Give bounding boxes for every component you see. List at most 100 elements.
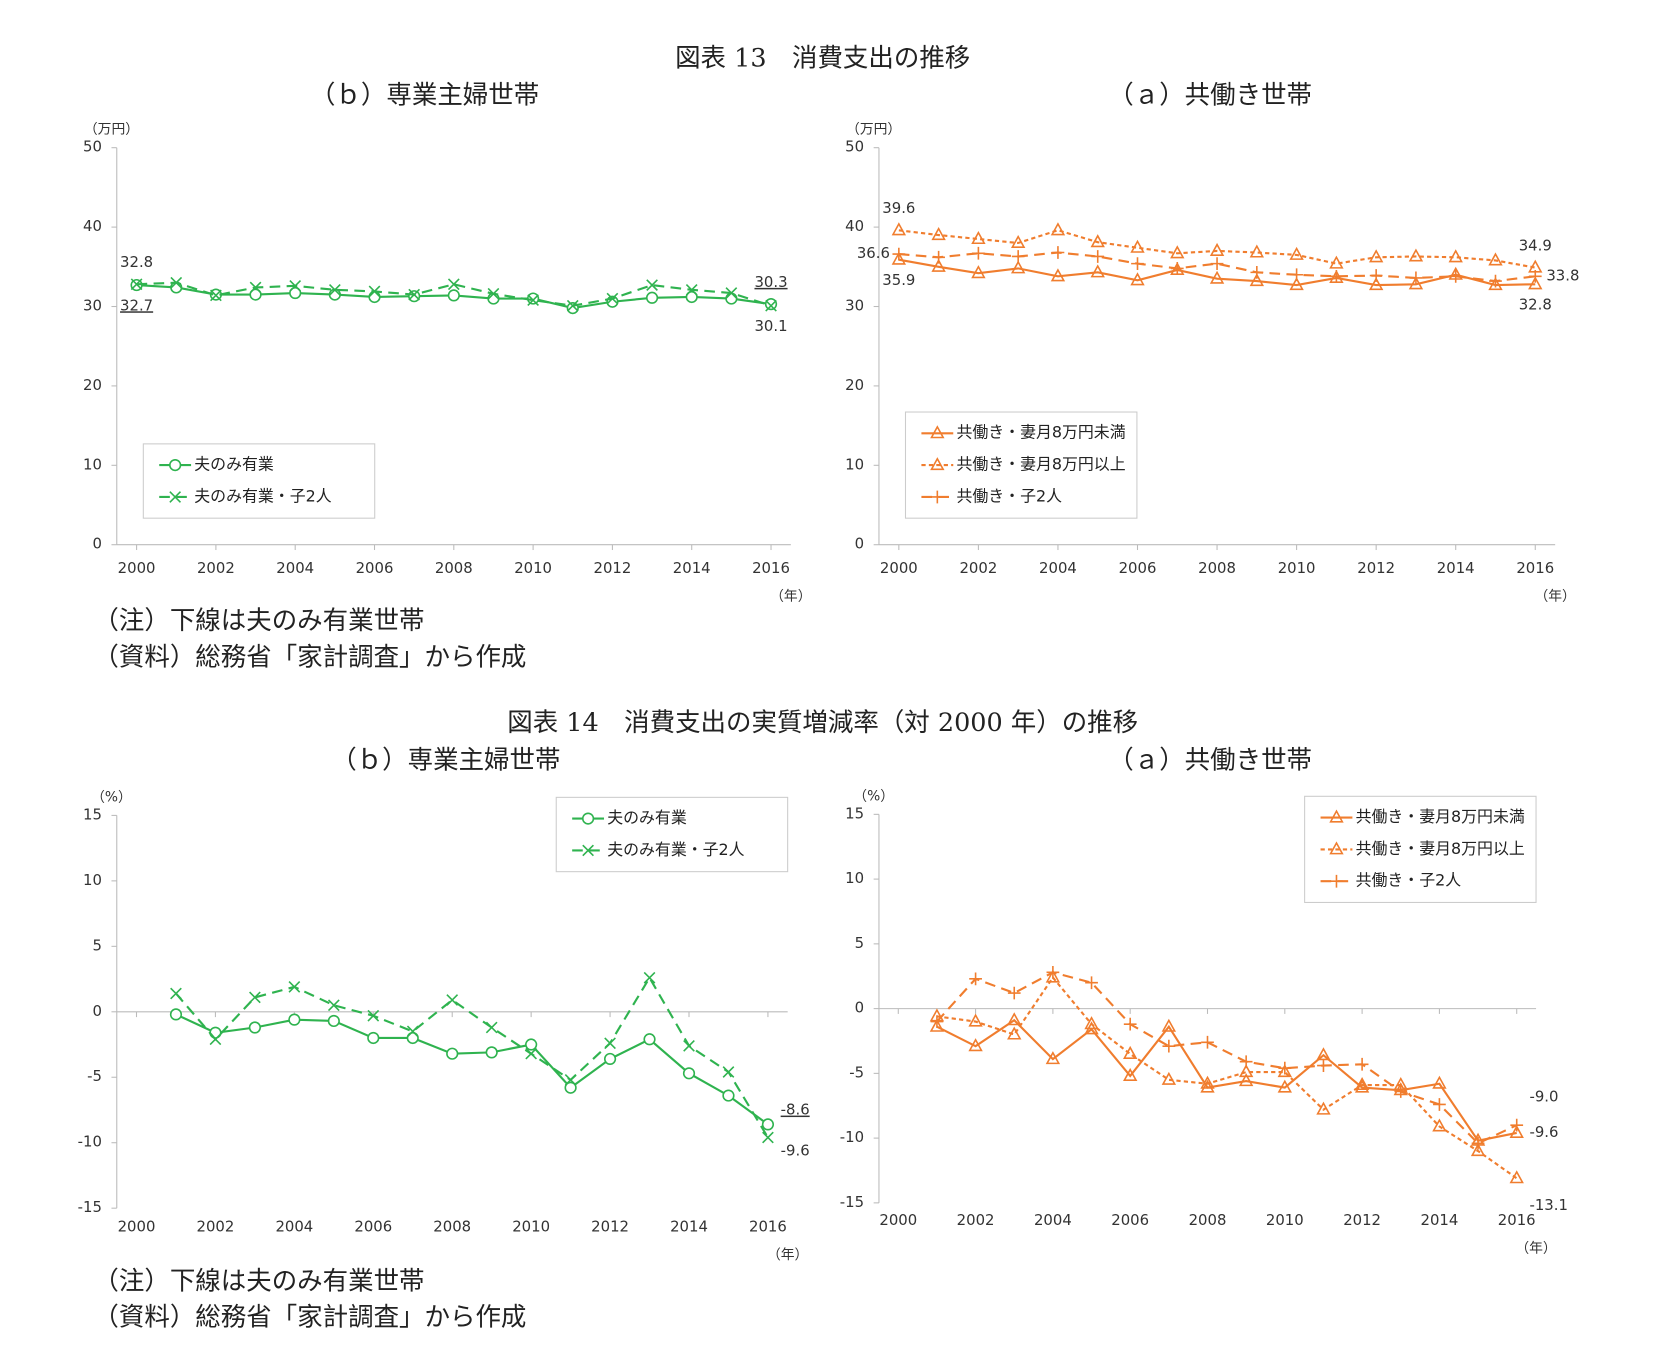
marker [1368, 277, 1384, 291]
y-tick-label: 10 [845, 869, 864, 887]
marker [130, 278, 143, 291]
y-axis-unit: （%） [91, 789, 132, 805]
legend-label: 夫のみ有業・子2人 [607, 840, 744, 859]
marker [1369, 269, 1383, 282]
y-tick-label: 10 [83, 455, 102, 473]
y-tick-label: 50 [845, 138, 864, 156]
marker [487, 287, 500, 300]
marker [1249, 244, 1265, 258]
x-tick-label: 2006 [356, 559, 394, 577]
y-tick-label: 20 [845, 376, 864, 394]
data-label: 33.8 [1546, 266, 1579, 284]
x-tick-label: 2012 [594, 559, 632, 577]
marker [1470, 1143, 1486, 1157]
y-tick-label: 40 [845, 217, 864, 235]
marker [1123, 1017, 1137, 1031]
marker [169, 1008, 183, 1021]
marker [1200, 1075, 1215, 1089]
marker [725, 287, 738, 299]
series-line [898, 229, 1536, 269]
marker [1170, 262, 1184, 275]
series-line [175, 975, 769, 1139]
marker [447, 278, 460, 291]
marker [527, 294, 539, 307]
marker [1471, 1136, 1485, 1150]
marker [1209, 242, 1225, 256]
legend-marker [1330, 874, 1343, 888]
x-tick-label: 2000 [118, 559, 156, 577]
marker [971, 265, 986, 279]
marker [761, 1118, 775, 1131]
marker [929, 1018, 945, 1032]
figure-title: 図表 13 消費支出の推移 [675, 44, 970, 74]
x-tick-label: 2002 [197, 559, 235, 577]
marker [892, 247, 906, 261]
y-tick-label: 30 [845, 297, 864, 315]
legend-label: 夫のみ有業 [607, 808, 687, 827]
x-axis-unit: （年） [1534, 589, 1575, 605]
marker [1250, 265, 1264, 279]
x-tick-label: 2000 [118, 1217, 156, 1235]
data-label: 39.6 [882, 199, 915, 217]
y-tick-label: 50 [83, 138, 102, 156]
marker [604, 1037, 616, 1050]
marker [1355, 1057, 1369, 1071]
data-label: 32.8 [120, 253, 153, 271]
chart-title: （ｂ）専業主婦世帯 [331, 745, 560, 775]
marker [1200, 1079, 1215, 1093]
data-label: 36.6 [857, 244, 890, 262]
marker [1007, 1012, 1022, 1026]
legend-box [555, 796, 789, 873]
marker [1170, 245, 1185, 259]
series-line [936, 975, 1518, 1180]
x-axis-unit: （年） [1515, 1241, 1556, 1257]
x-tick-label: 2012 [591, 1217, 629, 1235]
marker [289, 279, 302, 292]
marker [1238, 1073, 1254, 1087]
marker [408, 290, 421, 303]
marker [972, 246, 985, 260]
data-label: -9.6 [1529, 1123, 1558, 1141]
marker [446, 994, 459, 1006]
marker [367, 1009, 380, 1022]
x-tick-label: 2006 [1119, 559, 1157, 577]
marker [643, 1033, 656, 1046]
marker [722, 1066, 735, 1078]
marker [1130, 239, 1145, 253]
x-tick-label: 2014 [670, 1217, 708, 1235]
x-tick-label: 2002 [959, 559, 997, 577]
x-tick-label: 2016 [1516, 559, 1554, 577]
marker [209, 1033, 222, 1046]
marker [1316, 1101, 1331, 1115]
marker [1050, 268, 1066, 282]
marker [1329, 255, 1344, 269]
legend-label: 共働き・子2人 [1356, 871, 1462, 890]
marker [1210, 257, 1224, 270]
marker [1084, 1016, 1099, 1030]
marker [968, 1013, 983, 1027]
marker [406, 1025, 419, 1038]
marker [930, 1015, 944, 1028]
chart-title: （ａ）共働き世帯 [1108, 81, 1312, 111]
marker [446, 1047, 459, 1060]
data-label: -13.1 [1529, 1196, 1567, 1214]
series-line [898, 258, 1536, 287]
legend-label: 共働き・妻月8万円未満 [956, 423, 1125, 442]
data-label: -9.0 [1529, 1088, 1558, 1106]
marker [1162, 1039, 1176, 1053]
x-tick-label: 2010 [514, 559, 552, 577]
marker [685, 283, 698, 296]
marker [1239, 1055, 1253, 1069]
legend-marker [930, 490, 944, 504]
marker [683, 1039, 695, 1052]
marker [1238, 1064, 1254, 1078]
x-tick-label: 2014 [673, 559, 711, 577]
x-tick-label: 2008 [435, 559, 473, 577]
marker [406, 1031, 419, 1045]
marker [525, 1047, 538, 1060]
marker [525, 1038, 538, 1051]
marker [1368, 249, 1384, 263]
legend-label: 共働き・妻月8万円未満 [1356, 807, 1525, 826]
legend-box [904, 411, 1138, 519]
